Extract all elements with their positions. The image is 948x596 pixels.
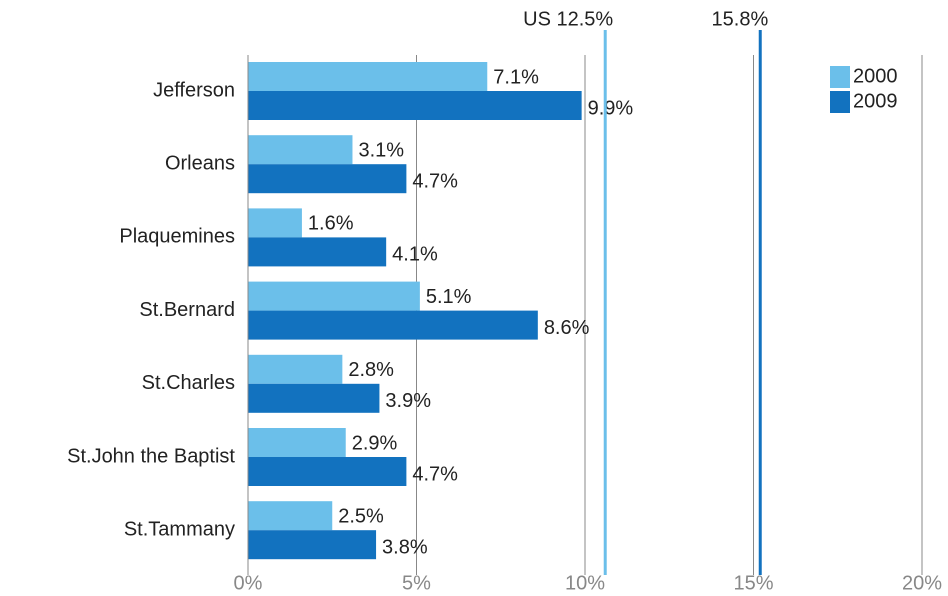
bar	[248, 530, 377, 560]
x-tick-label: 5%	[402, 572, 431, 594]
reference-label: 15.8%	[712, 8, 769, 30]
data-label: 2.5%	[338, 505, 384, 527]
data-label: 2.9%	[352, 432, 398, 454]
bar	[248, 457, 407, 486]
x-tick-label: 10%	[565, 572, 605, 594]
x-tick-label: 20%	[902, 572, 942, 594]
x-tick-label: 15%	[733, 572, 773, 594]
bar	[248, 237, 387, 267]
bar	[248, 310, 538, 340]
y-tick-label: Orleans	[165, 152, 235, 174]
bar	[248, 383, 380, 413]
legend-label: 2000	[853, 65, 898, 87]
bar	[248, 135, 353, 165]
bar	[248, 208, 302, 238]
bar	[248, 281, 420, 311]
bar	[248, 501, 333, 531]
data-label: 7.1%	[493, 66, 539, 88]
data-label: 1.6%	[308, 213, 354, 235]
y-tick-label: St.Tammany	[124, 518, 235, 540]
data-label: 9.9%	[588, 97, 634, 119]
data-label: 3.1%	[358, 139, 404, 161]
y-tick-label: Jefferson	[153, 79, 235, 101]
y-tick-label: St.Charles	[142, 372, 235, 394]
bar	[248, 164, 407, 194]
data-label: 8.6%	[544, 317, 590, 339]
legend-swatch	[830, 91, 850, 113]
bar	[248, 91, 582, 120]
data-label: 3.9%	[385, 390, 431, 412]
reference-label: US 12.5%	[523, 8, 613, 30]
data-label: 5.1%	[426, 286, 472, 308]
x-tick-label: 0%	[234, 572, 263, 594]
bar	[248, 428, 346, 457]
bar	[248, 354, 343, 384]
legend-label: 2009	[853, 90, 898, 112]
data-label: 4.1%	[392, 244, 438, 266]
data-label: 4.7%	[412, 463, 458, 485]
data-label: 3.8%	[382, 536, 428, 558]
y-tick-label: St.Bernard	[139, 299, 235, 321]
data-label: 2.8%	[348, 359, 394, 381]
legend-swatch	[830, 66, 850, 88]
y-tick-label: Plaquemines	[119, 226, 235, 248]
bar	[248, 62, 488, 91]
y-tick-label: St.John the Baptist	[67, 445, 235, 467]
data-label: 4.7%	[412, 170, 458, 192]
